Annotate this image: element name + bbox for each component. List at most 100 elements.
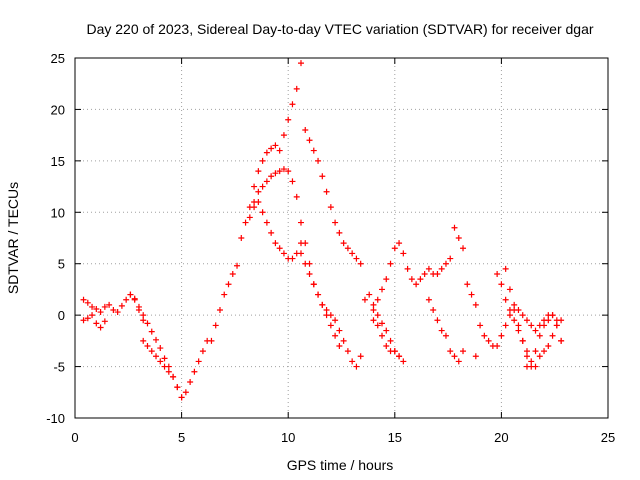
data-point bbox=[511, 307, 518, 313]
data-point bbox=[259, 209, 266, 216]
data-point bbox=[532, 348, 539, 355]
data-point bbox=[110, 307, 117, 313]
data-point bbox=[460, 245, 467, 252]
data-point bbox=[498, 281, 505, 288]
data-point bbox=[302, 240, 309, 247]
data-point bbox=[272, 142, 279, 149]
data-point bbox=[523, 363, 530, 370]
data-point bbox=[144, 320, 151, 327]
data-point bbox=[413, 281, 420, 288]
series-arc-peak-b bbox=[251, 166, 300, 205]
data-point bbox=[374, 322, 381, 329]
data-point bbox=[84, 299, 91, 306]
data-point bbox=[263, 178, 270, 185]
data-point bbox=[336, 229, 343, 236]
data-point bbox=[447, 255, 454, 262]
data-point bbox=[349, 250, 356, 257]
data-point bbox=[174, 384, 181, 391]
data-point bbox=[148, 348, 155, 355]
data-point bbox=[344, 348, 351, 355]
data-point bbox=[93, 320, 100, 327]
data-point bbox=[268, 145, 275, 152]
data-point bbox=[430, 307, 437, 313]
series-outliers bbox=[297, 60, 565, 370]
data-point bbox=[238, 235, 245, 241]
data-point bbox=[404, 265, 411, 272]
data-point bbox=[135, 303, 142, 310]
data-point bbox=[460, 348, 467, 355]
data-point bbox=[528, 322, 535, 329]
data-point bbox=[379, 286, 386, 293]
data-point bbox=[297, 219, 304, 226]
series-arc-mid bbox=[370, 240, 454, 313]
data-point bbox=[379, 332, 386, 339]
data-point bbox=[268, 229, 275, 236]
data-point bbox=[293, 85, 300, 92]
data-point bbox=[400, 358, 407, 365]
data-point bbox=[259, 157, 266, 164]
data-point bbox=[251, 183, 258, 190]
data-point bbox=[285, 116, 292, 123]
data-point bbox=[153, 353, 160, 360]
data-point bbox=[468, 291, 475, 298]
data-point bbox=[417, 276, 424, 283]
data-point bbox=[208, 337, 215, 344]
data-point bbox=[140, 312, 147, 319]
data-point bbox=[396, 353, 403, 360]
series-arc-dip-b bbox=[127, 291, 185, 401]
data-point bbox=[481, 332, 488, 339]
data-point bbox=[361, 296, 368, 303]
data-point bbox=[353, 363, 360, 370]
series-arc-late-a bbox=[425, 296, 467, 365]
y-tick-label: -5 bbox=[53, 360, 65, 375]
data-point bbox=[255, 199, 262, 205]
data-point bbox=[464, 281, 471, 288]
y-tick-label: 10 bbox=[51, 205, 65, 220]
data-point bbox=[263, 149, 270, 156]
data-point bbox=[106, 301, 113, 308]
data-point bbox=[502, 322, 509, 329]
data-point bbox=[357, 260, 364, 267]
data-point bbox=[455, 235, 462, 241]
data-point bbox=[515, 327, 522, 334]
data-point bbox=[425, 296, 432, 303]
data-point bbox=[332, 317, 339, 324]
data-point bbox=[545, 343, 552, 349]
data-point bbox=[494, 271, 501, 277]
x-tick-label: 5 bbox=[178, 430, 185, 445]
data-point bbox=[84, 315, 91, 322]
data-point bbox=[123, 296, 130, 303]
data-point bbox=[558, 317, 565, 324]
y-tick-label: -10 bbox=[46, 411, 65, 426]
data-point bbox=[280, 250, 287, 257]
data-point bbox=[370, 307, 377, 313]
data-point bbox=[545, 317, 552, 324]
data-point bbox=[127, 291, 134, 298]
data-point bbox=[93, 305, 100, 312]
data-point bbox=[157, 358, 164, 365]
data-point bbox=[438, 327, 445, 334]
data-point bbox=[353, 255, 360, 262]
data-point bbox=[101, 318, 108, 325]
data-point bbox=[519, 312, 526, 319]
y-axis-label: SDTVAR / TECUs bbox=[5, 182, 21, 294]
data-point bbox=[310, 147, 317, 154]
data-point bbox=[434, 271, 441, 277]
data-point bbox=[212, 322, 219, 329]
x-tick-label: 0 bbox=[71, 430, 78, 445]
x-tick-label: 20 bbox=[494, 430, 508, 445]
x-tick-label: 15 bbox=[388, 430, 402, 445]
data-point bbox=[502, 265, 509, 272]
data-point bbox=[161, 355, 168, 362]
data-point bbox=[285, 168, 292, 175]
data-point bbox=[268, 173, 275, 180]
data-point bbox=[391, 245, 398, 252]
data-point bbox=[379, 320, 386, 327]
data-point bbox=[297, 60, 304, 67]
axis-ticks: 0 5 10 15 20 25 -10 -5 0 5 10 15 20 25 bbox=[46, 51, 615, 445]
data-point bbox=[536, 332, 543, 339]
data-point bbox=[536, 353, 543, 360]
data-point bbox=[182, 389, 189, 396]
data-point bbox=[323, 188, 330, 195]
data-point bbox=[455, 358, 462, 365]
